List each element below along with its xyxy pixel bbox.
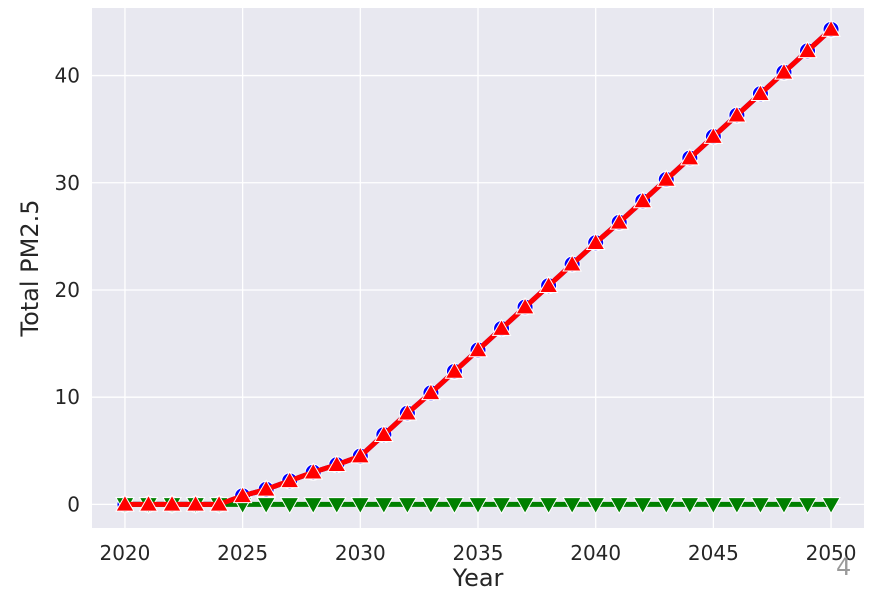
- data-point: [397, 403, 418, 421]
- data-point: [468, 497, 488, 515]
- data-point: [609, 212, 630, 230]
- data-point: [491, 497, 512, 515]
- y-tick-label: 30: [55, 171, 80, 195]
- data-point: [421, 382, 441, 401]
- data-point: [774, 62, 794, 80]
- data-point: [444, 497, 465, 515]
- data-point: [562, 254, 583, 272]
- data-point: [538, 497, 559, 515]
- x-tick-label: 2020: [99, 541, 150, 565]
- data-point: [468, 340, 488, 358]
- data-point: [632, 497, 653, 515]
- data-point: [797, 497, 818, 515]
- data-point: [515, 497, 535, 515]
- data-point: [185, 494, 206, 512]
- data-point: [727, 105, 747, 123]
- data-point: [562, 497, 583, 515]
- y-tick-label: 0: [67, 492, 80, 516]
- data-point: [609, 497, 630, 515]
- x-tick-label: 2050: [806, 541, 857, 565]
- data-point: [256, 479, 277, 497]
- x-tick-label: 2030: [335, 541, 386, 565]
- data-point: [750, 497, 771, 515]
- data-point: [656, 169, 677, 187]
- data-point: [303, 462, 324, 480]
- y-axis-label: Total PM2.5: [16, 199, 44, 337]
- data-point: [256, 497, 277, 515]
- data-point: [491, 318, 512, 336]
- data-point: [232, 485, 253, 504]
- data-point: [585, 497, 606, 515]
- data-point: [821, 497, 841, 515]
- data-point: [750, 83, 771, 102]
- data-point: [138, 494, 159, 512]
- data-point: [397, 497, 418, 515]
- data-point: [679, 497, 700, 515]
- data-point: [162, 494, 182, 512]
- data-point: [350, 446, 371, 464]
- data-point: [632, 190, 653, 209]
- y-tick-label: 10: [55, 385, 80, 409]
- data-point: [679, 148, 700, 166]
- data-point: [350, 497, 371, 515]
- data-point: [703, 497, 724, 515]
- data-point: [656, 497, 677, 515]
- data-point: [279, 470, 300, 489]
- x-tick-label: 2040: [570, 541, 621, 565]
- data-point: [774, 497, 794, 515]
- data-point: [115, 494, 135, 512]
- data-point: [421, 497, 441, 515]
- data-point: [585, 232, 606, 251]
- data-point: [538, 275, 559, 293]
- data-point: [373, 424, 394, 442]
- data-point: [703, 126, 724, 144]
- data-point: [279, 497, 300, 515]
- data-point: [797, 40, 818, 59]
- data-point: [326, 497, 347, 515]
- x-tick-label: 2035: [453, 541, 504, 565]
- y-tick-label: 20: [55, 278, 80, 302]
- data-point: [515, 297, 535, 315]
- y-tick-label: 40: [55, 64, 80, 88]
- data-point: [727, 497, 747, 515]
- data-point: [821, 19, 841, 37]
- data-point: [209, 494, 229, 512]
- x-tick-label: 2045: [688, 541, 739, 565]
- data-point: [303, 497, 324, 515]
- x-axis-label: Year: [452, 564, 504, 592]
- data-point: [373, 497, 394, 515]
- page-number: 4: [836, 553, 852, 581]
- data-point: [444, 361, 465, 379]
- series-group: [115, 19, 841, 515]
- data-point: [326, 454, 347, 472]
- x-tick-label: 2025: [217, 541, 268, 565]
